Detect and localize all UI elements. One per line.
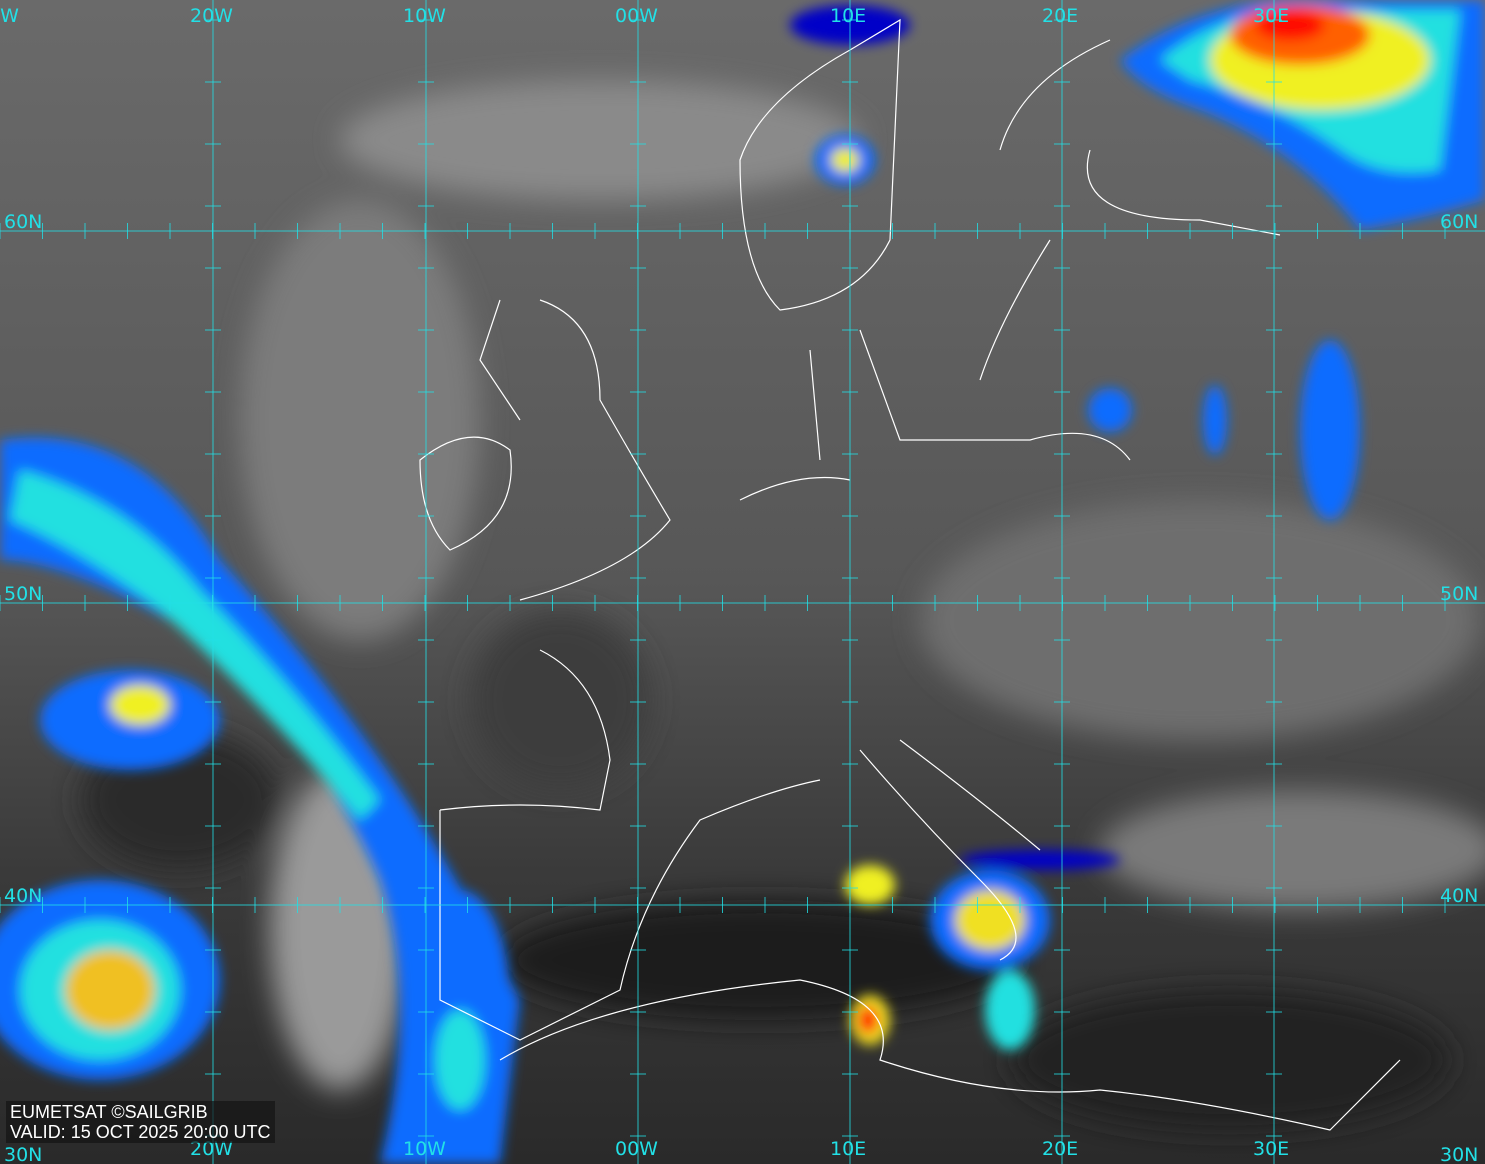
bottom-lon-label: 10W [403,1138,446,1160]
left-lat-label: 50N [4,583,43,605]
bottom-lon-label: 00W [615,1138,658,1160]
image-credit: EUMETSAT ©SAILGRIB VALID: 15 OCT 2025 20… [6,1101,276,1143]
left-lat-label: 40N [4,885,43,907]
bottom-lon-label: 20W [190,1138,233,1160]
cloud-layer [80,80,1485,1130]
top-lon-label: 20W [190,5,233,27]
credit-source: EUMETSAT ©SAILGRIB [10,1102,208,1122]
right-lat-label: 40N [1440,885,1479,907]
coastlines [419,18,1401,1131]
valid-time: VALID: 15 OCT 2025 20:00 UTC [10,1122,271,1142]
top-lon-label: 10W [403,5,446,27]
bottom-lon-label: 30E [1253,1138,1290,1160]
right-lat-label: 50N [1440,583,1479,605]
top-lon-label: 0W [0,5,19,27]
bottom-lon-label: 20E [1042,1138,1079,1160]
top-lon-label: 00W [615,5,658,27]
right-lat-label: 30N [1440,1144,1479,1164]
left-lat-label: 30N [4,1144,43,1164]
top-lon-label: 20E [1042,5,1079,27]
top-lon-label: 10E [830,5,867,27]
top-lon-label: 30E [1253,5,1290,27]
bottom-lon-label: 10E [830,1138,867,1160]
left-lat-label: 60N [4,211,43,233]
right-lat-label: 60N [1440,211,1479,233]
